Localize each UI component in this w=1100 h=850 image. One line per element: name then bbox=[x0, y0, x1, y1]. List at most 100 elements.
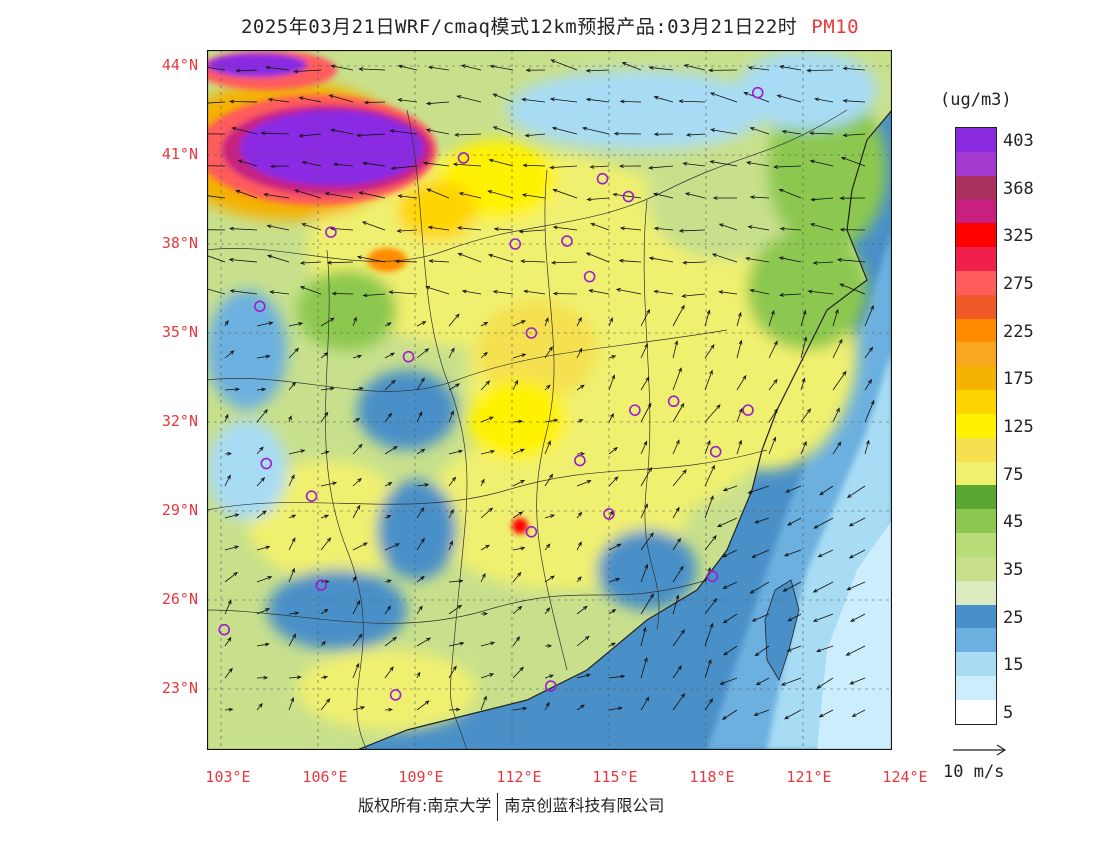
wind-arrow bbox=[842, 98, 866, 103]
wind-arrow bbox=[819, 485, 834, 496]
wind-arrow bbox=[550, 260, 578, 265]
wind-arrow bbox=[672, 537, 682, 551]
wind-arrow bbox=[754, 517, 770, 524]
wind-arrow bbox=[256, 703, 263, 711]
wind-arrow bbox=[448, 509, 454, 519]
wind-arrow bbox=[331, 291, 354, 296]
wind-arrow bbox=[416, 411, 423, 423]
lon-label: 115°E bbox=[592, 768, 638, 786]
wind-arrow bbox=[320, 537, 332, 551]
wind-arrow bbox=[488, 253, 514, 263]
wind-arrow bbox=[640, 593, 654, 615]
wind-arrow bbox=[231, 126, 258, 135]
wind-arrow bbox=[362, 161, 386, 167]
wind-arrow bbox=[352, 542, 368, 551]
wind-arrow bbox=[224, 413, 229, 423]
wind-arrow bbox=[576, 673, 591, 679]
wind-arrow bbox=[719, 677, 738, 685]
province-borders bbox=[207, 109, 848, 750]
wind-arrow bbox=[384, 579, 392, 584]
colorbar-label: 325 bbox=[1003, 226, 1034, 247]
wind-arrow bbox=[512, 419, 524, 424]
wind-arrow bbox=[672, 692, 686, 711]
map-frame bbox=[207, 50, 892, 750]
wind-arrow bbox=[608, 543, 622, 551]
wind-arrow bbox=[288, 449, 306, 455]
wind-arrow bbox=[363, 100, 386, 105]
lon-label: 106°E bbox=[302, 768, 348, 786]
station-marker bbox=[389, 689, 402, 701]
colorbar-swatch bbox=[956, 175, 996, 200]
wind-arrow bbox=[523, 289, 546, 295]
wind-arrow bbox=[722, 613, 738, 624]
wind-arrow bbox=[776, 94, 802, 103]
wind-arrow bbox=[582, 126, 610, 135]
wind-arrow bbox=[672, 565, 684, 583]
wind-arrow bbox=[682, 260, 706, 265]
wind-arrow bbox=[551, 126, 578, 135]
divider bbox=[497, 792, 499, 821]
wind-arrow bbox=[576, 541, 582, 551]
wind-arrow bbox=[809, 223, 834, 231]
wind-arrow bbox=[786, 517, 802, 526]
wind-arrow bbox=[512, 479, 526, 487]
wind-arrow bbox=[518, 229, 546, 234]
colorbar-label: 403 bbox=[1003, 131, 1034, 151]
colorbar-swatch bbox=[956, 318, 996, 343]
wind-arrow bbox=[864, 439, 870, 455]
wind-arrow bbox=[608, 674, 626, 679]
wind-arrow bbox=[589, 164, 610, 169]
wind-arrow bbox=[416, 671, 421, 679]
wind-arrow bbox=[267, 97, 290, 103]
wind-arrow bbox=[207, 288, 226, 295]
wind-arrow bbox=[672, 439, 680, 455]
wind-arrow bbox=[237, 159, 258, 167]
wind-arrow bbox=[388, 290, 418, 295]
wind-arrow bbox=[812, 581, 834, 593]
wind-arrow bbox=[586, 197, 610, 202]
wind-arrow bbox=[320, 481, 338, 487]
station-marker bbox=[260, 457, 273, 470]
wind-arrow bbox=[224, 451, 233, 456]
station-marker bbox=[629, 404, 641, 416]
wind-arrow bbox=[576, 316, 582, 327]
wind-arrow bbox=[721, 709, 738, 720]
wind-arrow bbox=[842, 66, 866, 71]
wind-arrow bbox=[653, 95, 674, 103]
wind-arrow bbox=[864, 304, 874, 327]
wind-arrow bbox=[352, 418, 361, 423]
wind-arrow bbox=[718, 223, 738, 231]
wind-arrow bbox=[683, 64, 706, 71]
wind-arrow bbox=[480, 673, 495, 679]
colorbar-swatch bbox=[956, 437, 996, 462]
wind-arrow bbox=[207, 133, 226, 135]
wind-arrow bbox=[489, 64, 514, 71]
wind-arrow bbox=[544, 701, 550, 711]
wind-arrow bbox=[480, 641, 496, 647]
wind-arrow bbox=[256, 387, 267, 392]
lon-label: 118°E bbox=[689, 768, 735, 786]
lon-label: 124°E bbox=[882, 768, 928, 786]
wind-arrow bbox=[704, 534, 717, 551]
wind-arrow bbox=[839, 283, 866, 295]
wind-arrow bbox=[832, 370, 847, 391]
wind-arrow bbox=[718, 290, 738, 295]
wind-arrow bbox=[301, 160, 322, 167]
taiwan-island bbox=[764, 579, 800, 681]
wind-arrow bbox=[648, 165, 674, 170]
wind-arrow bbox=[384, 707, 394, 712]
wind-arrow bbox=[293, 69, 322, 74]
wind-arrow bbox=[422, 161, 450, 167]
sea-area bbox=[357, 110, 892, 750]
colorbar-swatch bbox=[956, 509, 996, 534]
lat-label: 29°N bbox=[161, 501, 198, 519]
wind-arrow bbox=[384, 352, 396, 359]
wind-arrow bbox=[840, 156, 866, 167]
lat-label: 32°N bbox=[161, 412, 198, 430]
wind-arrow bbox=[256, 510, 267, 519]
wind-arrow bbox=[288, 675, 302, 680]
wind-arrow bbox=[813, 517, 834, 529]
wind-arrow bbox=[492, 93, 514, 103]
wind-arrow bbox=[330, 64, 354, 71]
wind-arrow bbox=[736, 439, 743, 455]
